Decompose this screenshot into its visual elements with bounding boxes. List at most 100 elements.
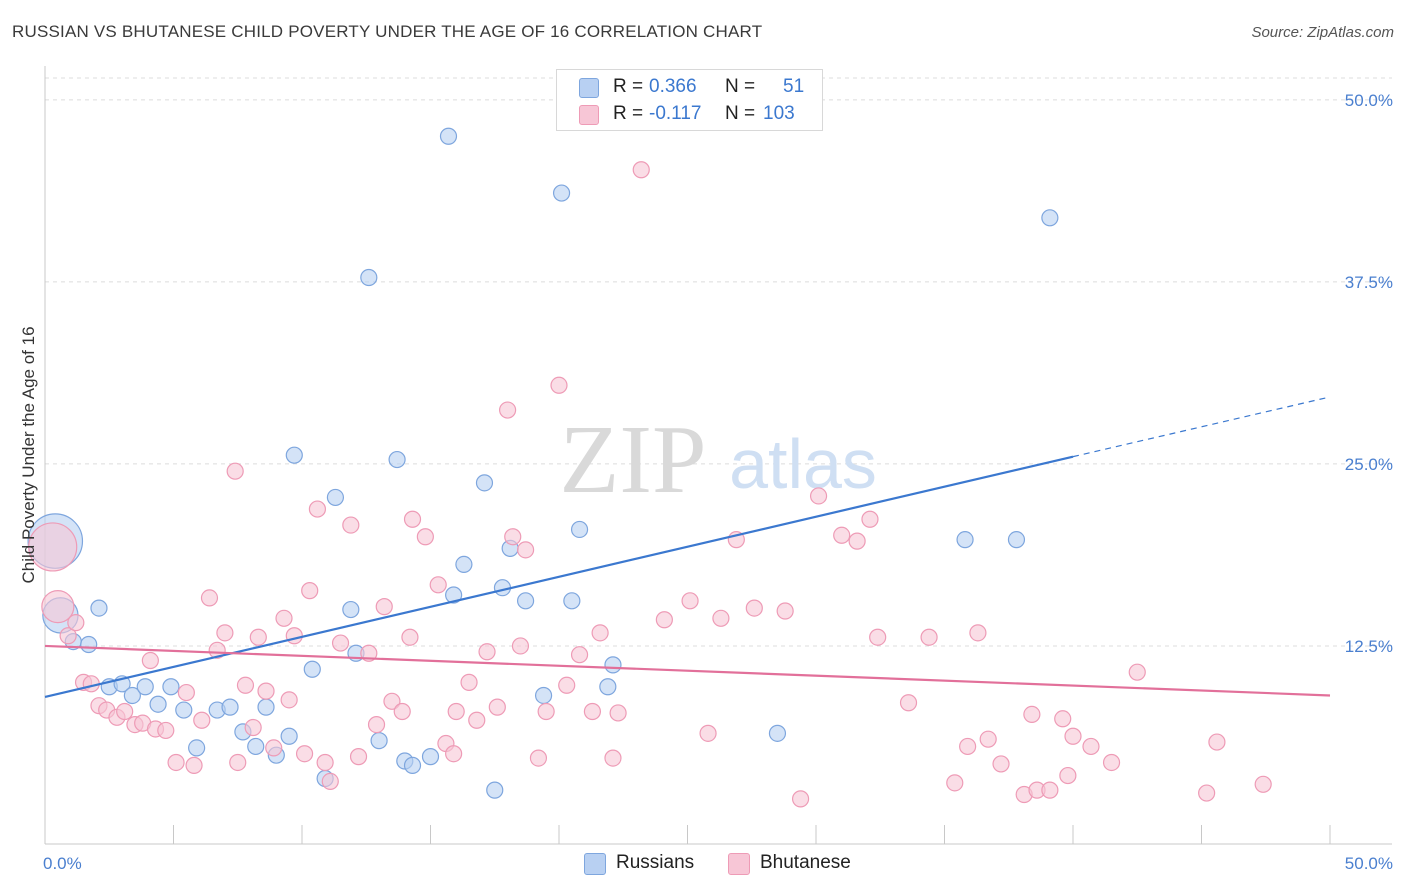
point-russians (455, 555, 473, 574)
point-russians (149, 695, 167, 713)
point-russians (188, 739, 206, 757)
point-bhutanese (167, 753, 185, 772)
point-russians (768, 724, 787, 742)
point-bhutanese (226, 462, 244, 480)
point-bhutanese (59, 627, 77, 645)
legend-n-label: N = (725, 76, 756, 97)
legend-r-label: R = (613, 103, 644, 124)
point-russians (956, 531, 974, 549)
point-russians (445, 586, 463, 604)
point-bhutanese (216, 624, 234, 642)
point-bhutanese (681, 592, 699, 610)
legend-r-label: R = (613, 76, 644, 97)
point-bhutanese (558, 676, 576, 694)
point-bhutanese (157, 721, 175, 740)
point-bhutanese (655, 611, 673, 629)
point-russians (90, 599, 108, 617)
point-bhutanese (401, 628, 419, 646)
y-tick-label: 12.5% (1345, 637, 1393, 656)
point-bhutanese (375, 598, 393, 616)
point-bhutanese (848, 532, 866, 550)
y-tick-label: 37.5% (1345, 273, 1393, 292)
legend-swatch-russians (579, 78, 599, 98)
legend: R = 0.366 N = 51 R = -0.117 N = 103 (556, 69, 823, 131)
point-bhutanese (745, 599, 763, 617)
trend-layer (44, 396, 1331, 699)
bottom-legend-swatch-bhutanese (728, 853, 750, 875)
point-bhutanese (809, 487, 828, 505)
point-bhutanese (591, 624, 609, 642)
point-bhutanese (41, 590, 75, 624)
point-bhutanese (1102, 753, 1121, 772)
point-bhutanese (1082, 737, 1100, 756)
point-russians (439, 127, 458, 145)
points-layer (27, 127, 1272, 808)
legend-r-value: 0.366 (649, 76, 697, 97)
point-bhutanese (632, 161, 650, 179)
point-bhutanese (275, 609, 293, 627)
source-label: Source: ZipAtlas.com (1251, 24, 1394, 41)
y-tick-label: 50.0% (1345, 91, 1393, 110)
point-bhutanese (712, 609, 730, 627)
point-bhutanese (244, 718, 262, 737)
point-russians (1007, 531, 1026, 549)
point-russians (388, 450, 406, 469)
point-bhutanese (447, 702, 465, 721)
point-bhutanese (308, 500, 327, 518)
point-bhutanese (468, 711, 486, 729)
point-bhutanese (583, 702, 602, 721)
point-bhutanese (403, 510, 422, 528)
point-bhutanese (478, 643, 496, 661)
point-bhutanese (67, 614, 85, 632)
point-russians (604, 656, 622, 674)
point-bhutanese (920, 628, 938, 646)
watermark-zip: ZIP (560, 406, 707, 514)
point-bhutanese (349, 748, 368, 766)
point-russians (326, 488, 345, 507)
point-bhutanese (295, 745, 314, 763)
point-russians (175, 701, 193, 719)
point-russians (534, 686, 553, 705)
point-bhutanese (249, 628, 267, 646)
point-bhutanese (959, 737, 977, 756)
watermark-atlas: atlas (729, 425, 877, 503)
point-bhutanese (537, 702, 555, 721)
point-bhutanese (342, 516, 360, 534)
legend-n-value: 103 (763, 103, 795, 124)
point-bhutanese (383, 692, 401, 710)
point-bhutanese (285, 627, 303, 645)
point-bhutanese (177, 683, 195, 702)
legend-swatch-bhutanese (579, 105, 599, 125)
trendline-extension-russians (1072, 396, 1331, 458)
point-russians (403, 756, 422, 774)
point-russians (342, 600, 360, 619)
point-bhutanese (899, 694, 918, 712)
grid-layer (45, 77, 1392, 647)
chart-title: RUSSIAN VS BHUTANESE CHILD POVERTY UNDER… (12, 22, 763, 41)
point-bhutanese (257, 682, 275, 700)
point-bhutanese (416, 528, 434, 546)
point-bhutanese (776, 602, 794, 620)
point-russians (257, 698, 275, 716)
point-russians (136, 678, 154, 696)
point-bhutanese (791, 790, 810, 808)
bottom-legend-swatch-russians (584, 853, 606, 875)
point-bhutanese (979, 730, 997, 748)
trendline-russians (44, 455, 1074, 699)
point-bhutanese (699, 724, 717, 742)
point-bhutanese (367, 716, 386, 734)
point-bhutanese (28, 522, 78, 572)
point-bhutanese (1198, 784, 1216, 802)
point-bhutanese (516, 541, 535, 559)
point-russians (486, 781, 504, 799)
point-bhutanese (609, 704, 627, 722)
y-tick-label: 25.0% (1345, 455, 1393, 474)
bottom-legend-label-russians: Russians (616, 852, 695, 873)
point-bhutanese (331, 634, 350, 652)
point-bhutanese (265, 739, 283, 757)
point-russians (123, 686, 141, 705)
point-bhutanese (1254, 775, 1272, 793)
point-russians (360, 268, 378, 287)
point-bhutanese (1041, 781, 1059, 799)
point-bhutanese (499, 401, 517, 419)
